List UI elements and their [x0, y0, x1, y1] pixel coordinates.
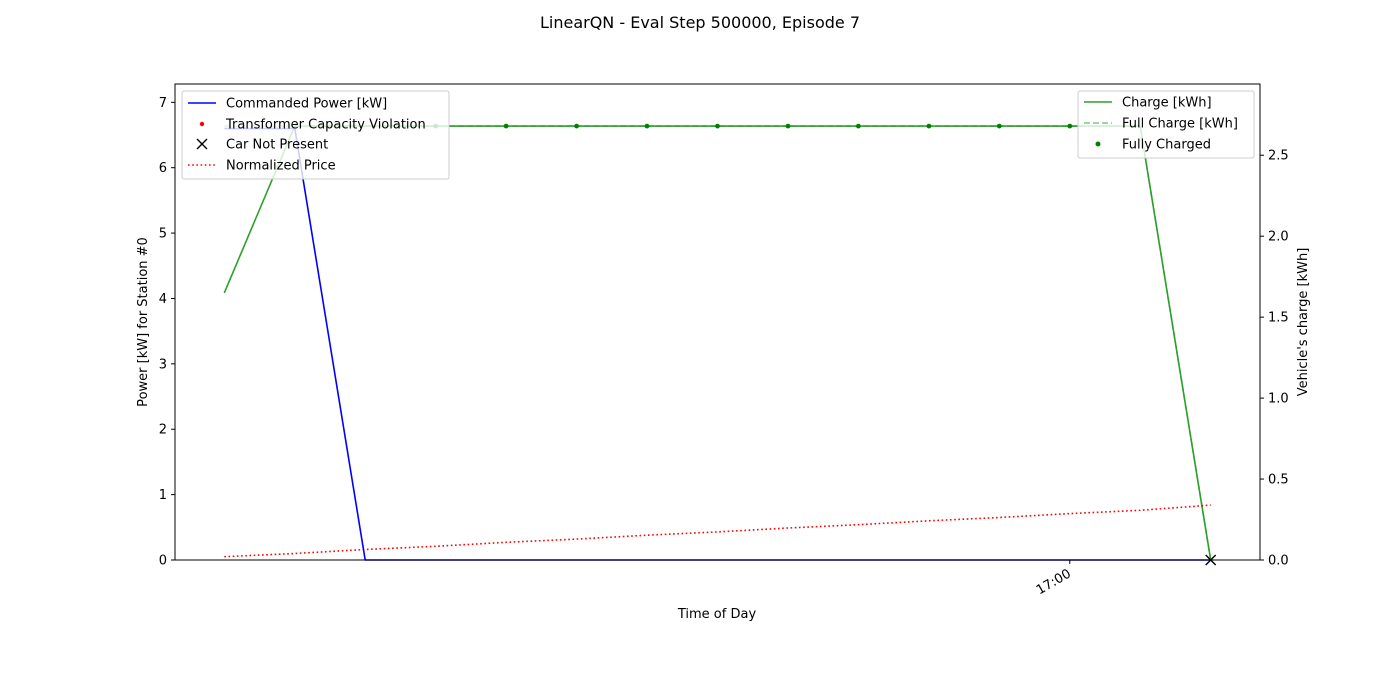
- chart-title: LinearQN - Eval Step 500000, Episode 7: [540, 13, 860, 32]
- left-y-axis: 0 1 2 3 4 5 6 7: [159, 96, 175, 569]
- left-y-tick-label-4: 4: [159, 292, 167, 307]
- legend-commanded-power-label: Commanded Power [kW]: [226, 97, 387, 112]
- legend-full-charge-label: Full Charge [kWh]: [1122, 117, 1238, 132]
- legend-charge-label: Charge [kWh]: [1122, 96, 1212, 111]
- left-y-tick-label-1: 1: [159, 488, 167, 503]
- legend-normalized-price-label: Normalized Price: [226, 159, 336, 174]
- series-fully-charged-point-5: [785, 123, 791, 129]
- series-fully-charged-point-3: [644, 123, 650, 129]
- legend-transformer-violation-label: Transformer Capacity Violation: [225, 118, 426, 133]
- legend-fully-charged-label: Fully Charged: [1122, 138, 1211, 153]
- left-y-axis-label: Power [kW] for Station #0: [136, 237, 151, 407]
- legend-car-not-present-swatch: [196, 138, 208, 150]
- left-y-tick-label-3: 3: [159, 357, 167, 372]
- left-y-tick-label-5: 5: [159, 227, 167, 242]
- right-y-tick-label-2.5: 2.5: [1268, 149, 1289, 164]
- series-fully-charged-point-8: [996, 123, 1002, 129]
- series-fully-charged-point-9: [1067, 123, 1073, 129]
- legend-right-frame: [1077, 90, 1255, 159]
- left-y-tick-label-6: 6: [159, 161, 167, 176]
- series-fully-charged-point-6: [856, 123, 861, 129]
- left-y-tick-label-2: 2: [159, 423, 167, 438]
- series-fully-charged-point-4: [715, 123, 720, 129]
- series-normalized-price-line: [224, 504, 1211, 558]
- legend-left: Commanded Power [kW] Transformer Capacit…: [181, 90, 450, 180]
- series-fully-charged-point-7: [926, 123, 932, 129]
- right-y-tick-label-0.0: 0.0: [1268, 554, 1289, 569]
- legend-right: Charge [kWh] Full Charge [kWh] Fully Cha…: [1077, 90, 1255, 159]
- left-y-tick-label-7: 7: [159, 96, 167, 111]
- legend-fully-charged-swatch: [1095, 141, 1101, 147]
- right-y-axis-label: Vehicle's charge [kWh]: [1296, 248, 1311, 397]
- right-y-axis: 0.0 0.5 1.0 1.5 2.0 2.5: [1260, 149, 1289, 569]
- legend-car-not-present-label: Car Not Present: [226, 138, 328, 153]
- right-y-tick-label-2.0: 2.0: [1268, 230, 1289, 245]
- right-y-tick-label-1.5: 1.5: [1268, 311, 1289, 326]
- legend-left-frame: [181, 90, 450, 180]
- left-y-tick-label-0: 0: [159, 554, 167, 569]
- legend-transformer-violation-swatch: [199, 121, 205, 127]
- series-fully-charged-point-2: [574, 123, 579, 129]
- right-y-tick-label-0.5: 0.5: [1268, 473, 1289, 488]
- x-axis-label: Time of Day: [677, 607, 757, 622]
- plot-frame: [174, 83, 1261, 561]
- series-fully-charged-point-1: [503, 123, 509, 129]
- right-y-tick-label-1.0: 1.0: [1268, 392, 1289, 407]
